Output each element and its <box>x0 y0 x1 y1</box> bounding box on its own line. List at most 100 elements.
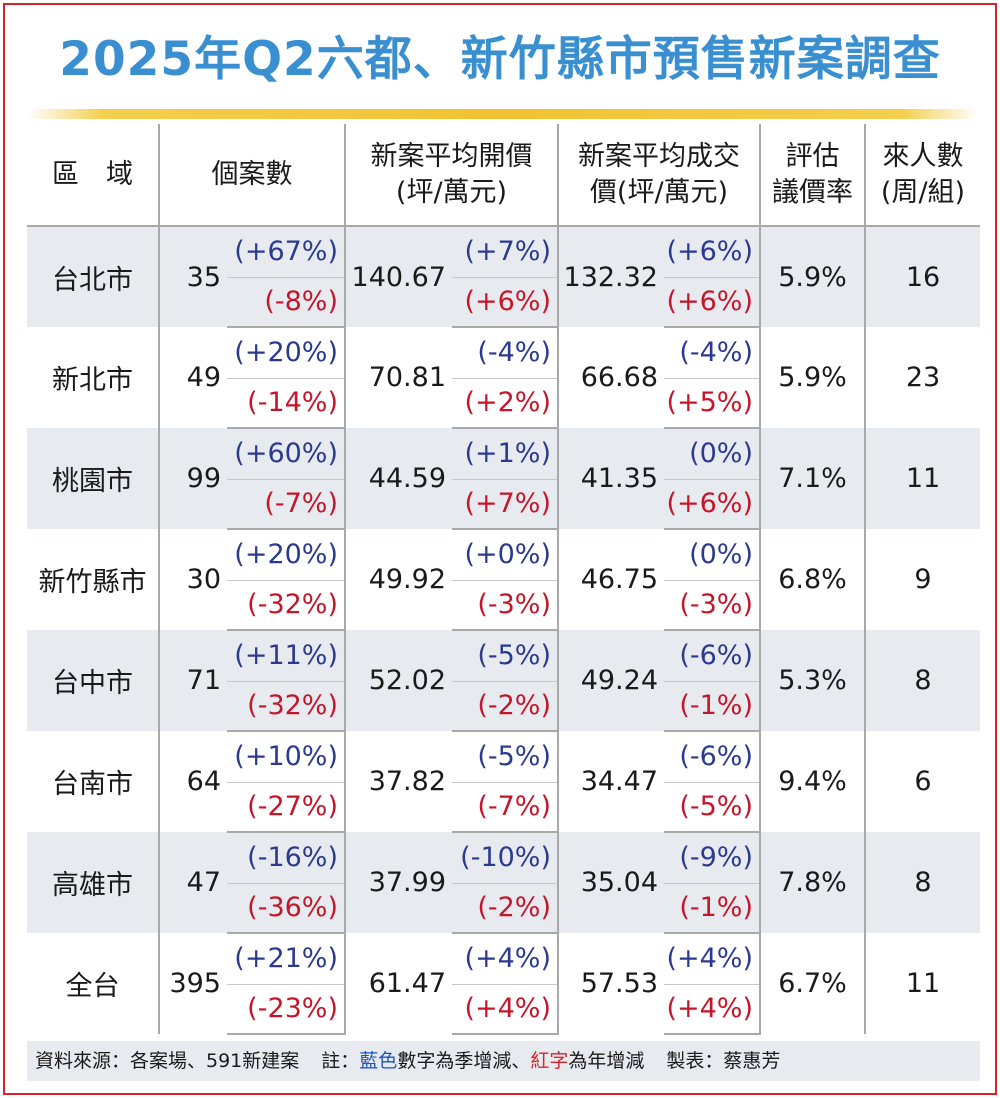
table-row: 全台 395 (+21%) 61.47 (+4%) 57.53 (+4%) 6.7% 11 <box>27 933 980 1034</box>
open-price-cell: 61.47 <box>344 933 452 1034</box>
header-visitors: 來人數 (周/組) <box>864 124 980 226</box>
visitors-cell: 6 <box>864 731 980 832</box>
area-cell: 台北市 <box>27 226 159 327</box>
header-open-price: 新案平均開價 (坪/萬元) <box>344 124 558 226</box>
cases-quarter-change: (+20%) <box>227 529 345 581</box>
cases-cell: 49 <box>158 327 227 428</box>
credit-note: 製表：蔡惠芳 <box>666 1050 781 1072</box>
header-deal-price: 新案平均成交 價(坪/萬元) <box>557 124 760 226</box>
cases-year-change: (-8%) <box>227 277 345 328</box>
area-cell: 台南市 <box>52 769 133 800</box>
table-row: 高雄市 47 (-16%) 37.99 (-10%) 35.04 (-9%) 7.8% 8 <box>27 832 980 933</box>
open-price-year-change: (-7%) <box>452 782 558 833</box>
deal-price-year-change: (-3%) <box>664 580 760 631</box>
deal-price-cell: 132.32 <box>557 226 664 327</box>
open-price-quarter-change: (-4%) <box>452 327 558 379</box>
cases-quarter-change: (-16%) <box>227 832 345 884</box>
note-end: 為年增減 <box>568 1050 645 1072</box>
table-row-year-change: (-8%) (+6%) (+6%) <box>27 277 980 328</box>
cases-year-change: (-27%) <box>227 782 345 833</box>
open-price-cell: 37.99 <box>344 832 452 933</box>
visitors-cell: 9 <box>864 529 980 630</box>
deal-price-year-change: (+6%) <box>664 277 760 328</box>
cases-cell: 47 <box>158 832 227 933</box>
deal-price-year-change: (-1%) <box>664 883 760 934</box>
deal-price-cell: 49.24 <box>557 630 664 731</box>
deal-price-quarter-change: (0%) <box>664 428 760 480</box>
note-red: 紅字 <box>530 1050 569 1072</box>
open-price-year-change: (+6%) <box>452 277 558 328</box>
open-price-year-change: (-2%) <box>452 681 558 732</box>
area-cell: 新北市 <box>52 365 133 396</box>
note-blue: 藍色 <box>359 1050 398 1072</box>
bargain-rate-cell: 5.3% <box>759 630 865 731</box>
open-price-quarter-change: (-5%) <box>452 731 558 783</box>
header-row: 區 域 個案數 新案平均開價 (坪/萬元) 新案平均成交 價(坪/萬元) 評估 議價率… <box>27 124 980 226</box>
deal-price-quarter-change: (-6%) <box>664 630 760 682</box>
table-row-year-change: (-27%) (-7%) (-5%) <box>27 782 980 833</box>
area-cell: 高雄市 <box>27 832 159 933</box>
table-row: 台北市 35 (+67%) 140.67 (+7%) 132.32 (+6%) 5.9% 16 <box>27 226 980 327</box>
open-price-year-change: (+4%) <box>452 984 558 1035</box>
deal-price-quarter-change: (-6%) <box>664 731 760 783</box>
open-price-cell: 52.02 <box>344 630 452 731</box>
visitors-cell: 11 <box>864 428 980 529</box>
note-prefix: 註： <box>321 1050 360 1072</box>
visitors-cell: 16 <box>864 226 980 327</box>
open-price-cell: 70.81 <box>344 327 452 428</box>
header-area: 區 域 <box>52 158 133 190</box>
deal-price-quarter-change: (+6%) <box>664 226 760 278</box>
cases-quarter-change: (+21%) <box>227 933 345 985</box>
page-title: 2025年Q2六都、新竹縣市預售新案調查 <box>59 32 941 87</box>
open-price-quarter-change: (-5%) <box>452 630 558 682</box>
table-row-year-change: (-7%) (+7%) (+6%) <box>27 479 980 530</box>
visitors-cell: 11 <box>864 933 980 1034</box>
infographic-frame: 2025年Q2六都、新竹縣市預售新案調查 區 域 個案數 新案平均開價 (坪/萬元… <box>3 3 997 1095</box>
presale-survey-table: 區 域 個案數 新案平均開價 (坪/萬元) 新案平均成交 價(坪/萬元) 評估 議價率… <box>27 124 980 1035</box>
cases-year-change: (-32%) <box>227 681 345 732</box>
note-mid: 數字為季增減、 <box>397 1050 531 1072</box>
table-row: 新北市 49 (+20%) 70.81 (-4%) 66.68 (-4%) 5.9% 23 <box>27 327 980 428</box>
deal-price-year-change: (-5%) <box>664 782 760 833</box>
bargain-rate-cell: 7.8% <box>759 832 865 933</box>
cases-cell: 99 <box>158 428 227 529</box>
table-row: 桃園市 99 (+60%) 44.59 (+1%) 41.35 (0%) 7.1% 11 <box>27 428 980 529</box>
open-price-quarter-change: (+7%) <box>452 226 558 278</box>
cases-year-change: (-14%) <box>227 378 345 429</box>
table-body: 台北市 35 (+67%) 140.67 (+7%) 132.32 (+6%) 5.9% 16(… <box>27 226 980 1035</box>
deal-price-cell: 34.47 <box>557 731 664 832</box>
cases-cell: 64 <box>158 731 227 832</box>
footer-note: 資料來源：各案場、591新建案 註：藍色數字為季增減、紅字為年增減 製表：蔡惠芳 <box>27 1041 980 1081</box>
bargain-rate-cell: 5.9% <box>759 226 865 327</box>
bargain-rate-cell: 5.9% <box>759 327 865 428</box>
cases-year-change: (-32%) <box>227 580 345 631</box>
source-note: 資料來源：各案場、591新建案 <box>35 1050 300 1072</box>
bargain-rate-cell: 7.1% <box>759 428 865 529</box>
bargain-rate-cell: 6.7% <box>759 933 865 1034</box>
cases-quarter-change: (+11%) <box>227 630 345 682</box>
open-price-year-change: (+7%) <box>452 479 558 530</box>
bargain-rate-cell: 9.4% <box>759 731 865 832</box>
deal-price-year-change: (+4%) <box>664 984 760 1035</box>
open-price-quarter-change: (+0%) <box>452 529 558 581</box>
deal-price-quarter-change: (+4%) <box>664 933 760 985</box>
cases-year-change: (-23%) <box>227 984 345 1035</box>
title-underline <box>27 109 979 119</box>
cases-quarter-change: (+20%) <box>227 327 345 379</box>
cases-quarter-change: (+60%) <box>227 428 345 480</box>
area-cell: 全台 <box>65 971 120 1002</box>
table-row: 台中市 71 (+11%) 52.02 (-5%) 49.24 (-6%) 5.3% 8 <box>27 630 980 731</box>
deal-price-year-change: (-1%) <box>664 681 760 732</box>
header-bargain-rate: 評估 議價率 <box>759 124 865 226</box>
cases-cell: 395 <box>158 933 227 1034</box>
open-price-year-change: (-3%) <box>452 580 558 631</box>
cases-quarter-change: (+10%) <box>227 731 345 783</box>
header-cases: 個案數 <box>158 124 345 226</box>
deal-price-quarter-change: (-9%) <box>664 832 760 884</box>
cases-year-change: (-36%) <box>227 883 345 934</box>
open-price-cell: 44.59 <box>344 428 452 529</box>
deal-price-quarter-change: (-4%) <box>664 327 760 379</box>
deal-price-cell: 57.53 <box>557 933 664 1034</box>
table-row: 新竹縣市 30 (+20%) 49.92 (+0%) 46.75 (0%) 6.8% 9 <box>27 529 980 630</box>
open-price-quarter-change: (+4%) <box>452 933 558 985</box>
